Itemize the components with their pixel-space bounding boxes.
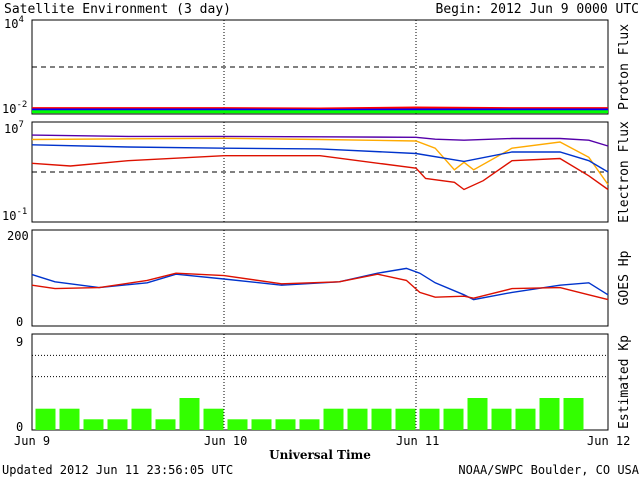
goes-axis-title: GOES Hp xyxy=(617,250,632,305)
kp-bar-16 xyxy=(419,408,440,430)
kp-bar-21 xyxy=(539,398,560,430)
grid-lines xyxy=(32,20,608,430)
chart-title: Satellite Environment (3 day) xyxy=(4,2,231,17)
kp-bar-6 xyxy=(179,398,200,430)
electron-series-3 xyxy=(31,154,609,191)
kp-bar-13 xyxy=(347,408,368,430)
x-tick-label-1: Jun 10 xyxy=(204,434,247,448)
kp-bar-4 xyxy=(131,408,152,430)
updated-timestamp: Updated 2012 Jun 11 23:56:05 UTC xyxy=(2,463,233,477)
kp-bar-17 xyxy=(443,408,464,430)
kp-bar-19 xyxy=(491,408,512,430)
credit: NOAA/SWPC Boulder, CO USA xyxy=(458,463,639,477)
kp-bar-22 xyxy=(563,398,584,430)
kp-bar-5 xyxy=(155,419,176,430)
kp-ybot-label: 0 xyxy=(16,420,23,434)
kp-bar-18 xyxy=(467,398,488,430)
begin-time: Begin: 2012 Jun 9 0000 UTC xyxy=(436,2,640,17)
proton-ytop-label: 104 xyxy=(4,15,24,31)
chart-marks xyxy=(31,106,609,430)
goes-ybot-label: 0 xyxy=(16,315,23,329)
kp-bar-1 xyxy=(59,408,80,430)
electron-series-0 xyxy=(31,134,609,147)
kp-bar-3 xyxy=(107,419,128,430)
kp-ytop-label: 9 xyxy=(16,335,23,349)
x-axis-title: Universal Time xyxy=(269,448,371,462)
kp-bar-12 xyxy=(323,408,344,430)
electron-series-1 xyxy=(31,137,609,185)
kp-bar-8 xyxy=(227,419,248,430)
x-tick-label-3: Jun 12 xyxy=(587,434,630,448)
kp-bar-2 xyxy=(83,419,104,430)
electron-ybot-label: 10-1 xyxy=(2,207,27,223)
kp-bar-14 xyxy=(371,408,392,430)
x-tick-label-0: Jun 9 xyxy=(14,434,50,448)
kp-bar-0 xyxy=(35,408,56,430)
kp-bar-15 xyxy=(395,408,416,430)
x-tick-label-2: Jun 11 xyxy=(396,434,439,448)
kp-panel-frame xyxy=(31,333,609,431)
kp-bar-10 xyxy=(275,419,296,430)
kp-bar-9 xyxy=(251,419,272,430)
kp-bar-20 xyxy=(515,408,536,430)
proton-ybot-label: 10-2 xyxy=(2,100,27,116)
kp-axis-title: Estimated Kp xyxy=(617,335,632,429)
electron-series-2 xyxy=(31,144,609,173)
kp-bar-11 xyxy=(299,419,320,430)
goes-series-1 xyxy=(31,272,609,301)
electron-axis-title: Electron Flux xyxy=(617,121,632,223)
goes-ytop-label: 200 xyxy=(7,229,29,243)
kp-bar-7 xyxy=(203,408,224,430)
goes-series-0 xyxy=(31,267,609,301)
proton-axis-title: Proton Flux xyxy=(617,24,632,110)
goes-panel-frame xyxy=(31,229,609,327)
electron-ytop-label: 107 xyxy=(4,120,24,136)
